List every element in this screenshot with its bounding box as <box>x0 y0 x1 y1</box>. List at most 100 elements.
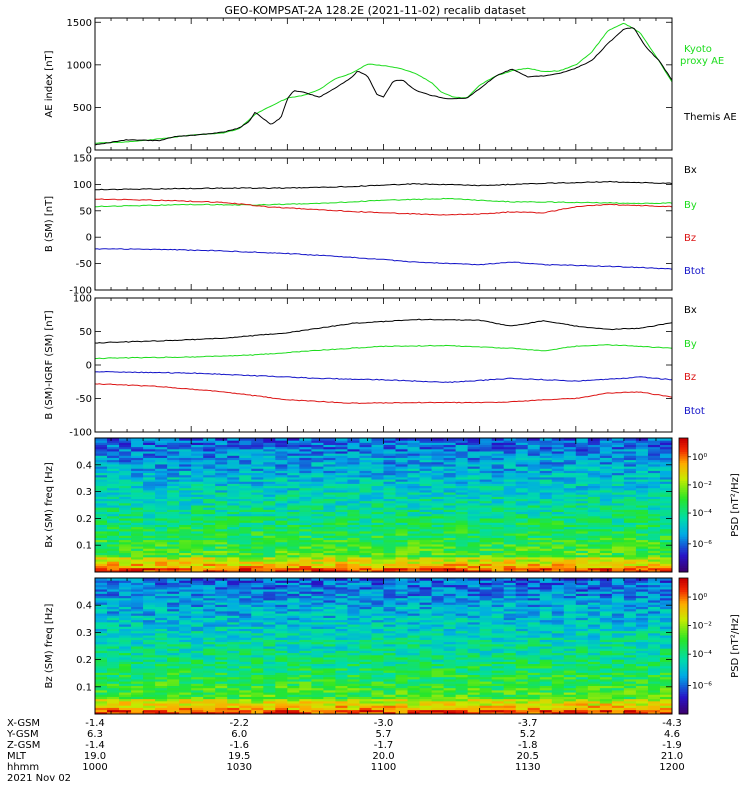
spectrogram-cell <box>311 466 324 469</box>
spectrogram-cell <box>647 528 661 532</box>
spectrogram-cell <box>95 619 108 623</box>
spectrogram-cell <box>383 463 397 467</box>
spectrogram-cell <box>371 584 384 588</box>
spectrogram-cell <box>167 511 180 515</box>
spectrogram-cell <box>203 505 216 508</box>
spectrogram-cell <box>623 448 637 452</box>
spectrogram-cell <box>527 535 541 538</box>
spectrogram-cell <box>563 489 577 493</box>
spectrogram-cell <box>347 500 360 504</box>
spectrogram-cell <box>179 591 192 594</box>
spectrogram-cell <box>383 548 397 551</box>
spectrogram-cell <box>635 552 649 556</box>
spectrogram-cell <box>251 517 264 521</box>
spectrogram-cell <box>575 496 589 500</box>
spectrogram-cell <box>323 584 336 588</box>
spectrogram-cell <box>347 483 360 487</box>
spectrogram-cell <box>347 507 360 510</box>
spectrogram-cell <box>131 667 144 671</box>
spectrogram-cell <box>371 632 384 636</box>
spectrogram-cell <box>563 470 577 474</box>
spectrogram-cell <box>119 707 132 711</box>
spectrogram-cell <box>323 650 336 654</box>
spectrogram-cell <box>527 543 541 547</box>
spectrogram-cell <box>347 509 360 512</box>
spectrogram-cell <box>647 470 661 474</box>
spectrogram-cell <box>275 700 288 704</box>
spectrogram-cell <box>227 602 240 605</box>
spectrogram-cell <box>203 468 216 471</box>
spectrogram-cell <box>179 530 192 534</box>
spectrogram-cell <box>563 468 577 471</box>
spectrogram-cell <box>287 643 300 647</box>
spectrogram-cell <box>299 554 312 558</box>
spectrogram-cell <box>287 593 300 597</box>
spectrogram-cell <box>143 661 156 665</box>
spectrogram-cell <box>491 479 505 482</box>
spectrogram-cell <box>191 628 204 632</box>
spectrogram-cell <box>119 639 132 643</box>
spectrogram-cell <box>455 487 469 491</box>
spectrogram-cell <box>275 637 288 640</box>
spectrogram-cell <box>635 444 649 448</box>
spectrogram-cell <box>515 470 529 474</box>
spectrogram-cell <box>395 548 409 551</box>
spectrogram-cell <box>251 632 264 636</box>
spectrogram-cell <box>107 450 120 454</box>
spectrogram-cell <box>263 705 276 708</box>
spectrogram-cell <box>179 624 192 627</box>
spectrogram-cell <box>191 707 204 711</box>
spectrogram-cell <box>215 533 228 536</box>
spectrogram-cell <box>407 468 421 471</box>
spectrogram-cell <box>239 481 252 484</box>
spectrogram-cell <box>155 639 168 643</box>
spectrogram-cell <box>611 489 625 493</box>
spectrogram-cell <box>371 550 384 554</box>
spectrogram-cell <box>371 676 384 680</box>
spectrogram-cell <box>611 515 625 519</box>
spectrogram-cell <box>251 450 264 454</box>
spectrogram-cell <box>383 468 397 471</box>
spectrogram-cell <box>275 446 288 450</box>
spectrogram-cell <box>563 513 577 517</box>
spectrogram-cell <box>503 489 517 493</box>
spectrogram-cell <box>359 492 372 495</box>
spectrogram-cell <box>323 641 336 645</box>
spectrogram-cell <box>335 453 348 456</box>
spectrogram-cell <box>107 500 120 504</box>
spectrogram-cell <box>203 604 216 608</box>
spectrogram-cell <box>251 602 264 605</box>
spectrogram-cell <box>539 535 553 538</box>
spectrogram-cell <box>95 489 108 493</box>
spectrogram-cell <box>227 676 240 680</box>
spectrogram-cell <box>575 472 589 476</box>
spectrogram-cell <box>527 450 541 454</box>
spectrogram-cell <box>503 474 517 478</box>
spectrogram-cell <box>323 513 336 517</box>
spectrogram-cell <box>143 474 156 478</box>
spectrogram-cell <box>131 676 144 680</box>
spectrogram-cell <box>179 565 192 569</box>
spectrogram-cell <box>395 565 409 569</box>
spectrogram-cell <box>275 652 288 656</box>
spectrogram-cell <box>407 554 421 558</box>
spectrogram-cell <box>419 474 433 478</box>
spectrogram-cell <box>179 659 192 662</box>
spectrogram-cell <box>647 463 661 467</box>
spectrogram-cell <box>431 561 445 564</box>
spectrogram-cell <box>323 665 336 669</box>
spectrogram-cell <box>551 530 565 534</box>
spectrogram-cell <box>287 517 300 521</box>
spectrogram-cell <box>527 455 541 458</box>
spectrogram-cell <box>419 492 433 495</box>
spectrogram-cell <box>167 552 180 556</box>
spectrogram-cell <box>131 639 144 643</box>
spectrogram-cell <box>179 599 192 603</box>
spectrogram-cell <box>611 492 625 495</box>
spectrogram-cell <box>479 440 493 443</box>
spectrogram-cell <box>275 711 288 715</box>
spectrogram-cell <box>659 476 673 480</box>
spectrogram-cell <box>647 476 661 480</box>
spectrogram-cell <box>191 650 204 654</box>
spectrogram-cell <box>179 685 192 689</box>
